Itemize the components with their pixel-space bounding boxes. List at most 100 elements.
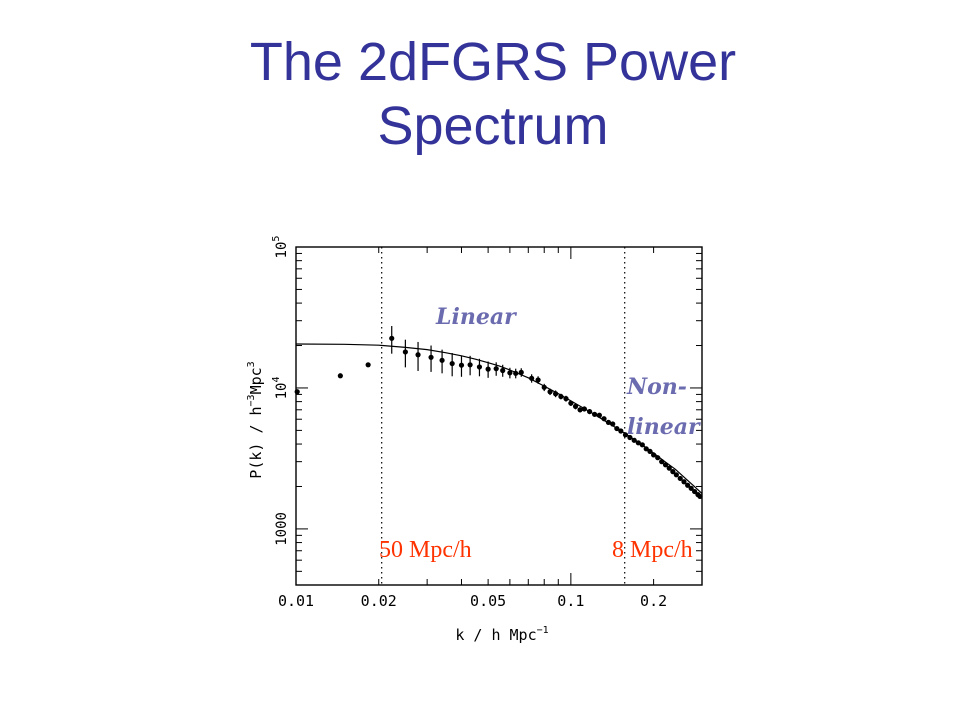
data-point bbox=[529, 374, 535, 383]
point-marker bbox=[337, 373, 343, 379]
y-axis-label-mid: Mpc bbox=[247, 367, 265, 394]
data-point bbox=[577, 407, 583, 413]
x-tick-label-4: 0.2 bbox=[640, 592, 667, 610]
point-marker bbox=[476, 364, 483, 370]
point-marker bbox=[572, 403, 579, 409]
data-point bbox=[650, 452, 657, 458]
data-point bbox=[294, 389, 300, 395]
data-point bbox=[614, 425, 620, 432]
data-points bbox=[294, 326, 703, 500]
data-point bbox=[587, 408, 593, 415]
x-tick-label-1: 0.02 bbox=[361, 592, 397, 610]
point-marker bbox=[458, 362, 465, 368]
data-point bbox=[552, 390, 559, 398]
data-point bbox=[610, 421, 616, 427]
x-axis-label-exp: −1 bbox=[537, 625, 549, 636]
data-point bbox=[535, 376, 541, 384]
point-marker bbox=[467, 362, 473, 368]
data-point bbox=[622, 432, 629, 438]
y-axis-label-pre: P(k) / h bbox=[247, 406, 265, 478]
data-point bbox=[568, 400, 574, 406]
point-marker bbox=[692, 488, 698, 495]
point-marker bbox=[681, 479, 687, 485]
data-point bbox=[389, 326, 395, 354]
data-point bbox=[365, 362, 371, 368]
data-point bbox=[596, 412, 602, 418]
point-marker bbox=[493, 366, 499, 372]
data-point bbox=[670, 469, 676, 475]
point-marker bbox=[577, 407, 583, 413]
point-marker bbox=[500, 367, 506, 374]
point-marker bbox=[513, 370, 519, 376]
point-marker bbox=[639, 442, 645, 448]
data-point bbox=[631, 437, 637, 443]
data-point bbox=[415, 341, 421, 371]
point-marker bbox=[697, 493, 703, 500]
data-point bbox=[485, 361, 491, 378]
point-marker bbox=[568, 400, 574, 406]
x-axis-label-text: k / h Mpc bbox=[455, 626, 536, 644]
y-tick-label-1000: 1000 bbox=[274, 512, 290, 546]
point-marker bbox=[529, 375, 535, 381]
point-marker bbox=[294, 389, 300, 395]
plot-frame bbox=[295, 246, 703, 586]
point-marker bbox=[685, 482, 691, 488]
data-point bbox=[655, 455, 661, 461]
data-point bbox=[493, 362, 499, 376]
data-point bbox=[639, 442, 645, 448]
data-point bbox=[458, 355, 465, 377]
data-point bbox=[643, 446, 649, 452]
point-marker bbox=[610, 421, 616, 427]
point-marker bbox=[558, 393, 564, 400]
data-point bbox=[572, 403, 579, 410]
point-marker bbox=[650, 452, 657, 458]
data-point bbox=[500, 364, 506, 377]
y-tick-1e4-base: 10 bbox=[274, 383, 290, 400]
point-marker bbox=[677, 475, 683, 482]
data-point bbox=[677, 475, 683, 482]
slide-title-line-1: The 2dFGRS Power bbox=[249, 32, 737, 92]
linear-regime-label: Linear bbox=[435, 304, 517, 330]
point-marker bbox=[587, 408, 593, 415]
x-tick-labels: 0.01 0.02 0.05 0.1 0.2 bbox=[278, 592, 667, 610]
data-point bbox=[618, 428, 624, 434]
point-marker bbox=[647, 448, 653, 454]
data-point bbox=[439, 349, 445, 374]
point-marker bbox=[541, 384, 547, 390]
point-marker bbox=[428, 354, 434, 360]
point-marker bbox=[643, 446, 649, 452]
point-marker bbox=[591, 411, 598, 417]
x-tick-label-0: 0.01 bbox=[278, 592, 314, 610]
data-point bbox=[513, 368, 519, 379]
data-point bbox=[627, 434, 633, 441]
data-point bbox=[673, 472, 679, 478]
point-marker bbox=[415, 352, 421, 358]
point-marker bbox=[552, 391, 559, 397]
point-marker bbox=[581, 406, 587, 412]
x-tick-label-2: 0.05 bbox=[470, 592, 506, 610]
point-marker bbox=[631, 437, 637, 443]
data-point bbox=[581, 406, 587, 412]
y-axis-label-exp1: −3 bbox=[246, 394, 257, 406]
y-tick-1e4-exp: 4 bbox=[271, 377, 282, 383]
data-point bbox=[688, 485, 694, 491]
data-point bbox=[666, 465, 672, 471]
point-marker bbox=[614, 425, 620, 432]
data-point bbox=[681, 479, 687, 485]
data-point bbox=[428, 345, 434, 372]
data-point bbox=[337, 373, 343, 379]
point-marker bbox=[563, 396, 569, 402]
data-point bbox=[449, 353, 455, 377]
point-marker bbox=[439, 357, 445, 363]
data-point bbox=[635, 440, 641, 446]
point-marker bbox=[618, 428, 624, 434]
point-marker bbox=[402, 349, 408, 355]
point-marker bbox=[389, 335, 395, 341]
x-tick-label-3: 0.1 bbox=[557, 592, 584, 610]
point-marker bbox=[518, 369, 524, 375]
data-point bbox=[605, 419, 612, 425]
point-marker bbox=[659, 459, 665, 465]
slide-title: The 2dFGRS Power Spectrum bbox=[0, 30, 960, 158]
data-point bbox=[685, 482, 691, 488]
point-marker bbox=[547, 389, 553, 395]
